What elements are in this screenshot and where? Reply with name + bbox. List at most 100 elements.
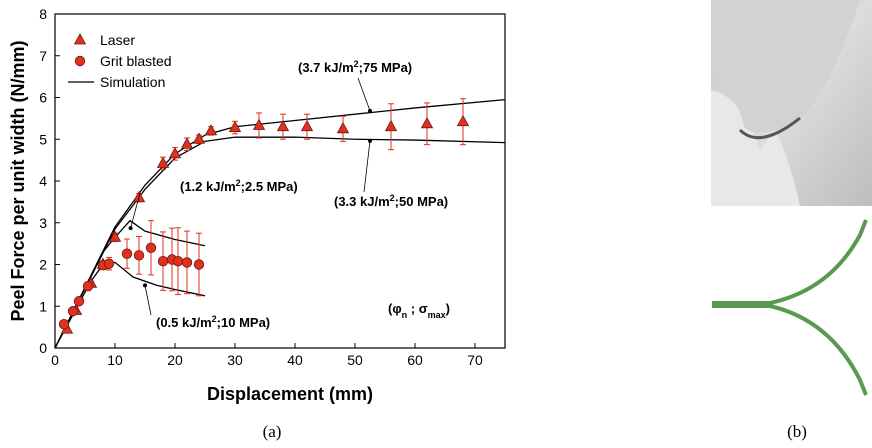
text-part: ;10 MPa): [217, 315, 270, 330]
legend-marker: [73, 33, 87, 45]
y-tick-label: 8: [39, 6, 47, 22]
y-tick-label: 4: [39, 173, 47, 189]
x-tick-label: 10: [107, 352, 123, 368]
annotation-dot: [128, 226, 133, 231]
profile: [712, 219, 868, 305]
data-point: [384, 103, 398, 151]
y-tick-label: 6: [39, 90, 47, 106]
text-part: ;75 MPa): [359, 60, 412, 75]
x-tick-label: 60: [407, 352, 423, 368]
data-point: [82, 281, 94, 292]
marker: [204, 124, 218, 136]
data-point: [300, 113, 314, 140]
text-part: ; σ: [407, 301, 428, 316]
data-point: [252, 112, 266, 139]
marker: [168, 147, 182, 159]
y-tick-label: 5: [39, 131, 47, 147]
data-point: [168, 147, 182, 161]
text-part: 2: [212, 314, 217, 324]
data-point: [192, 132, 206, 144]
y-tick-label: 3: [39, 215, 47, 231]
marker: [103, 258, 115, 269]
data-point: [58, 319, 70, 330]
legend-label: Grit blasted: [100, 53, 172, 69]
data-point: [336, 115, 350, 142]
y-tick-label: 1: [39, 298, 47, 314]
text-part: 2: [390, 193, 395, 203]
annotation: (0.5 kJ/m2;10 MPa): [156, 314, 270, 330]
marker: [121, 248, 133, 259]
x-tick-label: 70: [467, 352, 483, 368]
marker: [108, 230, 122, 242]
marker: [67, 306, 79, 317]
data-point: [145, 220, 157, 276]
legend-label: Simulation: [100, 74, 165, 90]
y-axis-label: Peel Force per unit width (N/mm): [8, 40, 28, 321]
text-part: ;50 MPa): [395, 194, 448, 209]
data-point: [193, 232, 205, 297]
legend-marker: [74, 55, 86, 67]
data-point: [420, 102, 434, 146]
marker: [145, 242, 157, 254]
x-tick-label: 30: [227, 352, 243, 368]
text-part: max: [428, 310, 446, 320]
text-part: ;2.5 MPa): [241, 179, 298, 194]
marker: [172, 255, 184, 267]
x-tick-label: 40: [287, 352, 303, 368]
marker: [180, 137, 194, 149]
data-point: [228, 120, 242, 135]
data-point: [456, 98, 470, 146]
data-point: [181, 230, 193, 295]
marker: [192, 132, 206, 144]
y-tick-label: 0: [39, 340, 47, 356]
data-point: [157, 231, 169, 291]
data-point: [67, 306, 79, 317]
x-tick-label: 0: [51, 352, 59, 368]
photo-detail: [711, 0, 860, 133]
text-part: (3.7 kJ/m: [298, 60, 354, 75]
photo-detail: [738, 116, 801, 140]
annotation-pointer: [363, 140, 371, 193]
marker: [384, 119, 398, 132]
x-tick-label: 20: [167, 352, 183, 368]
annotation: (1.2 kJ/m2;2.5 MPa): [180, 178, 298, 194]
marker: [157, 255, 169, 267]
profile: [712, 304, 868, 396]
caption: (b): [787, 422, 807, 441]
text-part: (φ: [388, 301, 402, 316]
marker: [300, 119, 314, 132]
data-point: [73, 296, 85, 307]
marker: [82, 281, 94, 292]
photo-detail: [711, 90, 800, 206]
caption: (a): [263, 422, 282, 441]
marker: [156, 156, 170, 168]
marker: [181, 257, 193, 268]
data-point: [121, 238, 133, 269]
data-point: [204, 124, 218, 136]
data-point: [108, 230, 122, 243]
text-part: (1.2 kJ/m: [180, 179, 236, 194]
annotation-pointer: [357, 77, 371, 111]
marker: [58, 319, 70, 330]
text-part: 2: [354, 59, 359, 69]
y-tick-label: 7: [39, 48, 47, 64]
annotation-pointer: [144, 285, 152, 316]
text-part: (3.3 kJ/m: [334, 194, 390, 209]
annotation: (3.3 kJ/m2;50 MPa): [334, 193, 448, 209]
data-point: [156, 156, 170, 171]
marker: [456, 114, 470, 127]
marker: [193, 259, 205, 270]
marker: [133, 250, 145, 261]
data-point: [103, 256, 115, 271]
data-point: [276, 113, 290, 140]
marker: [420, 116, 434, 129]
legend-label: Laser: [100, 32, 135, 48]
annotation-dot: [368, 138, 372, 143]
data-point: [172, 227, 184, 296]
marker: [73, 296, 85, 307]
text-part: ): [446, 301, 450, 316]
x-tick-label: 50: [347, 352, 363, 368]
annotation: (3.7 kJ/m2;75 MPa): [298, 59, 412, 75]
marker: [228, 120, 242, 132]
